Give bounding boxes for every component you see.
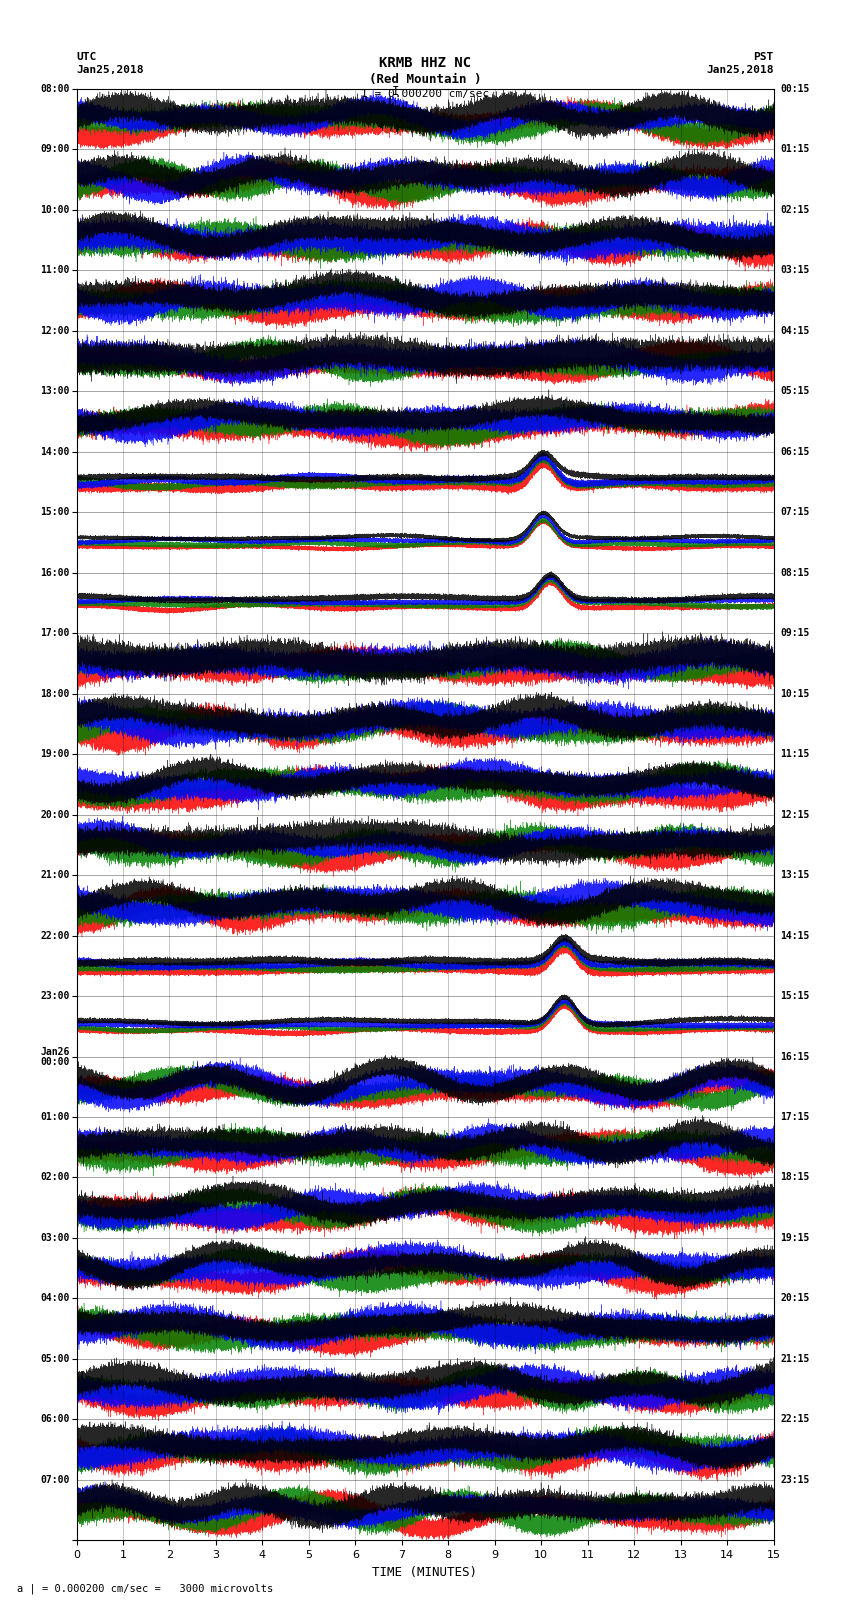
Text: 10:00: 10:00 [40, 205, 70, 215]
Text: Jan25,2018: Jan25,2018 [76, 65, 144, 74]
Text: 04:00: 04:00 [40, 1294, 70, 1303]
Text: 14:15: 14:15 [780, 931, 810, 940]
Text: 15:00: 15:00 [40, 506, 70, 518]
Text: 11:15: 11:15 [780, 748, 810, 760]
Text: 00:00: 00:00 [40, 1057, 70, 1066]
Text: 09:00: 09:00 [40, 144, 70, 155]
Text: 15:15: 15:15 [780, 990, 810, 1002]
X-axis label: TIME (MINUTES): TIME (MINUTES) [372, 1566, 478, 1579]
Text: 22:15: 22:15 [780, 1415, 810, 1424]
Text: (Red Mountain ): (Red Mountain ) [369, 73, 481, 85]
Text: 13:00: 13:00 [40, 386, 70, 397]
Text: 21:00: 21:00 [40, 869, 70, 881]
Text: KRMB HHZ NC: KRMB HHZ NC [379, 56, 471, 71]
Text: 18:00: 18:00 [40, 689, 70, 698]
Text: 16:00: 16:00 [40, 568, 70, 577]
Text: 08:00: 08:00 [40, 84, 70, 94]
Text: 10:15: 10:15 [780, 689, 810, 698]
Text: 03:15: 03:15 [780, 265, 810, 276]
Text: 02:00: 02:00 [40, 1173, 70, 1182]
Text: 06:00: 06:00 [40, 1415, 70, 1424]
Text: 17:15: 17:15 [780, 1111, 810, 1123]
Text: 02:15: 02:15 [780, 205, 810, 215]
Text: 07:15: 07:15 [780, 506, 810, 518]
Text: 01:15: 01:15 [780, 144, 810, 155]
Text: 23:15: 23:15 [780, 1474, 810, 1486]
Text: 21:15: 21:15 [780, 1353, 810, 1365]
Text: 18:15: 18:15 [780, 1173, 810, 1182]
Text: a | = 0.000200 cm/sec =   3000 microvolts: a | = 0.000200 cm/sec = 3000 microvolts [17, 1582, 273, 1594]
Text: 20:15: 20:15 [780, 1294, 810, 1303]
Text: 14:00: 14:00 [40, 447, 70, 456]
Text: 04:15: 04:15 [780, 326, 810, 336]
Text: 22:00: 22:00 [40, 931, 70, 940]
Text: 13:15: 13:15 [780, 869, 810, 881]
Text: 23:00: 23:00 [40, 990, 70, 1002]
Text: 09:15: 09:15 [780, 627, 810, 639]
Text: UTC: UTC [76, 52, 97, 61]
Text: 00:15: 00:15 [780, 84, 810, 94]
Text: 05:00: 05:00 [40, 1353, 70, 1365]
Text: 17:00: 17:00 [40, 627, 70, 639]
Text: 11:00: 11:00 [40, 265, 70, 276]
Text: I: I [392, 85, 399, 98]
Text: 06:15: 06:15 [780, 447, 810, 456]
Text: 20:00: 20:00 [40, 810, 70, 819]
Text: 19:15: 19:15 [780, 1232, 810, 1244]
Text: PST: PST [753, 52, 774, 61]
Text: 12:15: 12:15 [780, 810, 810, 819]
Text: 12:00: 12:00 [40, 326, 70, 336]
Text: 05:15: 05:15 [780, 386, 810, 397]
Text: 07:00: 07:00 [40, 1474, 70, 1486]
Text: 01:00: 01:00 [40, 1111, 70, 1123]
Text: Jan26: Jan26 [40, 1047, 70, 1057]
Text: 08:15: 08:15 [780, 568, 810, 577]
Text: Jan25,2018: Jan25,2018 [706, 65, 774, 74]
Text: 16:15: 16:15 [780, 1052, 810, 1061]
Text: 03:00: 03:00 [40, 1232, 70, 1244]
Text: 19:00: 19:00 [40, 748, 70, 760]
Text: 1 = 0.000200 cm/sec: 1 = 0.000200 cm/sec [361, 89, 489, 98]
